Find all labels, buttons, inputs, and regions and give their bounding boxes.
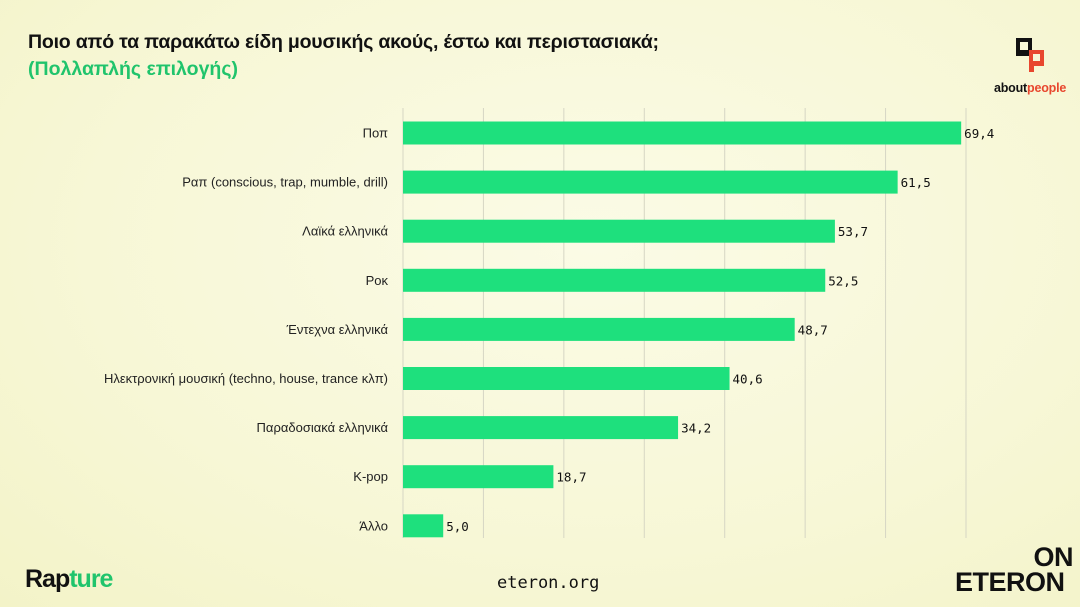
data-label: 61,5 bbox=[901, 175, 931, 190]
category-label: Έντεχνα ελληνικά bbox=[286, 322, 389, 337]
category-label: Ραπ (conscious, trap, mumble, drill) bbox=[182, 175, 388, 190]
bar bbox=[403, 268, 826, 292]
bar bbox=[403, 317, 795, 341]
aboutpeople-wordmark: aboutpeople bbox=[994, 81, 1067, 95]
bar bbox=[403, 465, 554, 489]
data-label: 53,7 bbox=[838, 224, 868, 239]
aboutpeople-logo: aboutpeople bbox=[994, 38, 1074, 98]
data-label: 48,7 bbox=[798, 322, 828, 337]
bar bbox=[403, 121, 962, 145]
rapture-logo: Rapture bbox=[25, 565, 113, 593]
category-label: Παραδοσιακά ελληνικά bbox=[257, 420, 389, 435]
chart-subtitle: (Πολλαπλής επιλογής) bbox=[28, 58, 238, 80]
data-label: 5,0 bbox=[446, 519, 469, 534]
bar bbox=[403, 219, 835, 243]
data-label: 52,5 bbox=[828, 273, 858, 288]
category-label: Ποπ bbox=[363, 126, 388, 141]
data-label: 34,2 bbox=[681, 421, 711, 436]
bar bbox=[403, 170, 898, 194]
data-label: 40,6 bbox=[733, 372, 763, 387]
bar bbox=[403, 416, 679, 440]
category-label: Άλλο bbox=[359, 518, 388, 533]
bar bbox=[403, 367, 730, 390]
category-label: Ροκ bbox=[366, 273, 389, 288]
aboutpeople-mark-icon bbox=[1016, 38, 1044, 72]
category-label: Λαϊκά ελληνικά bbox=[302, 224, 388, 239]
on-eteron-logo: ON ETERON bbox=[955, 542, 1074, 597]
category-label: K-pop bbox=[353, 469, 388, 484]
chart-title: Ποιο από τα παρακάτω είδη μουσικής ακούς… bbox=[28, 31, 659, 53]
footer-url: eteron.org bbox=[497, 573, 600, 593]
data-label: 18,7 bbox=[556, 470, 586, 485]
bar bbox=[403, 514, 444, 538]
data-label: 69,4 bbox=[964, 126, 994, 141]
category-label: Ηλεκτρονική μουσική (techno, house, tran… bbox=[104, 371, 388, 386]
